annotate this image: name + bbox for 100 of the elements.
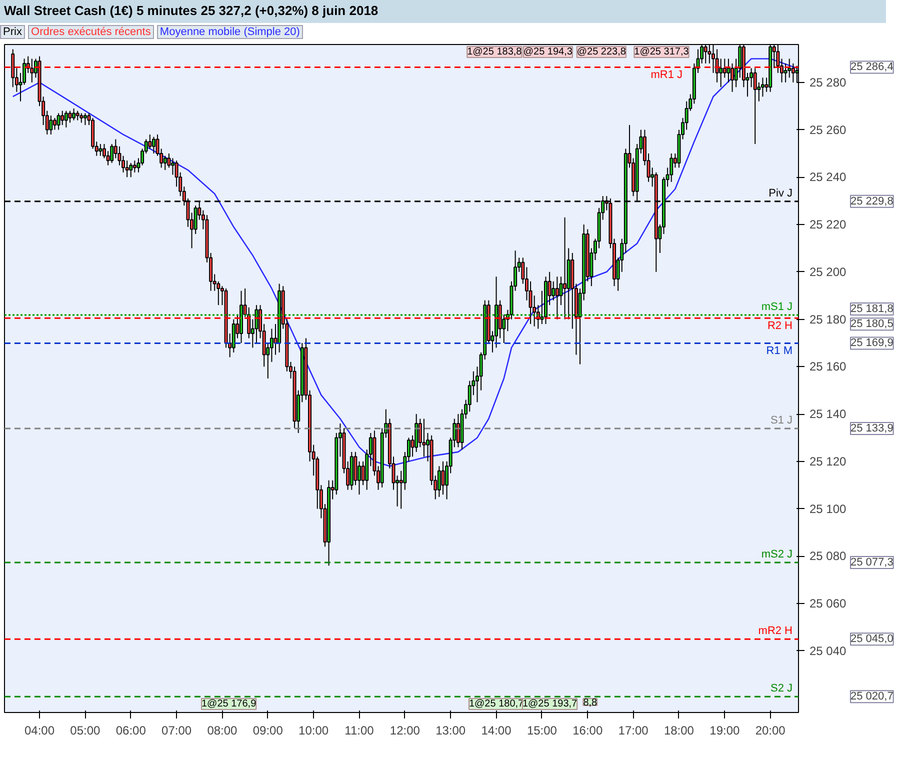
text: 25 077,3 <box>850 556 894 569</box>
ref-line-label: mS1 J <box>761 301 793 314</box>
candlestick <box>715 48 719 83</box>
text: 25 045,0 <box>850 633 894 646</box>
line-series <box>12 58 798 467</box>
x-tick-label: 15:00 <box>526 724 558 738</box>
candlestick <box>788 58 792 78</box>
y-tick-label: 25 160 <box>810 360 847 374</box>
candlestick <box>753 68 757 144</box>
ref-line-label: R2 H <box>767 320 793 332</box>
candlestick <box>53 117 56 130</box>
text: Ordres exécutés récents <box>28 24 154 39</box>
y-tick-label: 25 140 <box>810 407 847 422</box>
candlestick <box>60 110 64 126</box>
text: Prix <box>0 24 25 39</box>
annotation: 1@25 180,7 <box>468 698 524 710</box>
candlestick <box>670 152 674 182</box>
candlestick <box>64 110 68 128</box>
candlestick <box>232 318 236 353</box>
x-tick-label: 19:00 <box>710 724 740 738</box>
candlestick <box>722 58 726 78</box>
candlestick <box>148 134 152 150</box>
candlestick <box>11 48 15 88</box>
x-tick-label: 11:00 <box>344 724 374 738</box>
y-tick-label: 25 100 <box>810 502 847 516</box>
ref-line-label: S1 J <box>770 414 793 426</box>
text: 25 133,9 <box>850 422 894 434</box>
y-tick-label: 25 200 <box>810 264 847 279</box>
ref-line-label: mS2 J <box>761 548 793 561</box>
candlestick <box>56 112 60 130</box>
candlestick <box>726 58 730 83</box>
x-tick-label: 05:00 <box>70 724 101 738</box>
x-tick-label: 16:00 <box>572 724 603 738</box>
y-tick-label: 25 040 <box>810 644 847 658</box>
ref-line-label: S2 J <box>770 682 793 695</box>
y-tick-label: 25 220 <box>810 218 847 232</box>
text: 25 286,4 <box>850 61 894 74</box>
annotation: @25 223,8 <box>576 46 626 58</box>
text: Moyenne mobile (Simple 20) <box>156 24 303 39</box>
candlestick <box>791 62 795 83</box>
candlestick <box>719 58 723 88</box>
candlestick <box>563 216 567 320</box>
x-tick-label: 12:00 <box>390 724 420 738</box>
annotation: @25 194,3 <box>523 46 573 58</box>
candlestick <box>528 280 532 325</box>
y-tick-label: 25 180 <box>810 312 847 326</box>
candlestick <box>498 300 502 339</box>
candlestick <box>760 77 764 98</box>
candlestick <box>437 466 441 498</box>
annotation: 1@25 317,3 <box>634 46 690 58</box>
x-tick-label: 10:00 <box>298 724 329 738</box>
y-tick-label: 25 120 <box>810 454 847 468</box>
ref-line-label: Piv J <box>768 187 793 200</box>
candlestick <box>254 304 258 344</box>
candlestick <box>730 62 734 92</box>
x-tick-label: 06:00 <box>116 724 146 738</box>
candlestick <box>132 160 136 173</box>
candlestick <box>125 160 129 178</box>
x-tick-label: 08:00 <box>207 724 238 738</box>
x-tick-label: 04:00 <box>24 724 55 738</box>
candlestick <box>30 58 34 83</box>
candlestick <box>49 115 53 136</box>
candlestick <box>152 136 156 154</box>
candlestick <box>83 112 87 126</box>
ref-line-label: R1 M <box>766 345 792 358</box>
annotation: 1@25 176,9 <box>201 698 257 710</box>
text: 25 181,8 <box>850 303 894 316</box>
x-tick-label: 14:00 <box>481 724 512 738</box>
text: 25 020,7 <box>850 690 894 703</box>
candlestick <box>163 155 167 171</box>
x-tick-label: 17:00 <box>618 724 649 738</box>
x-tick-label: 20:00 <box>755 724 786 738</box>
ref-line-label: mR1 J <box>650 69 682 82</box>
candlestick <box>414 414 418 452</box>
annotation: 1@25 193,7 <box>522 698 578 710</box>
chart-title: Wall Street Cash (1€) 5 minutes 25 327,2 (+0,32%) 8 juin 2018 <box>0 0 886 23</box>
x-tick-label: 09:00 <box>252 724 284 738</box>
text: 25 180,5 <box>850 318 894 330</box>
y-tick-label: 25 060 <box>810 596 847 611</box>
y-tick-label: 25 080 <box>810 549 847 564</box>
text: 25 229,8 <box>850 195 894 208</box>
candlestick <box>552 280 556 301</box>
candlestick <box>171 158 174 176</box>
candlestick <box>72 108 76 121</box>
x-tick-label: 07:00 <box>162 724 192 738</box>
candlestick <box>555 276 559 320</box>
x-tick-label: 13:00 <box>436 724 466 738</box>
candlestick <box>784 62 788 83</box>
candlestick <box>110 143 114 164</box>
ref-line-label: mR2 H <box>758 625 793 638</box>
candlestick <box>422 418 426 458</box>
y-tick-label: 25 240 <box>810 170 847 184</box>
candlestick <box>76 110 80 121</box>
y-tick-label: 25 260 <box>810 122 847 137</box>
annotation: 1@25 183,8 <box>467 46 522 58</box>
candlestick <box>68 110 72 124</box>
annotation: 8,8 <box>583 698 598 708</box>
x-tick-label: 18:00 <box>664 724 694 738</box>
candlestick <box>98 143 102 156</box>
candlestick <box>80 112 84 124</box>
